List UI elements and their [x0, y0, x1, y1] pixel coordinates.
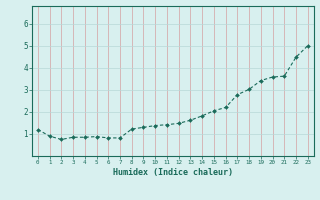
X-axis label: Humidex (Indice chaleur): Humidex (Indice chaleur): [113, 168, 233, 177]
